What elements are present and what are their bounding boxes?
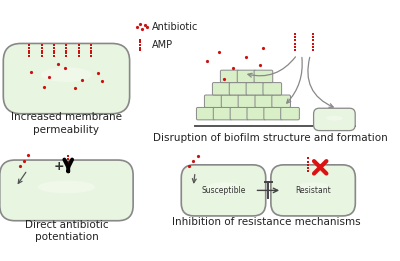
FancyBboxPatch shape [247,108,266,120]
Text: Increased membrane
permeability: Increased membrane permeability [11,112,122,135]
FancyBboxPatch shape [246,82,265,95]
FancyBboxPatch shape [196,108,215,120]
FancyArrowPatch shape [18,172,26,183]
Ellipse shape [326,116,343,121]
Ellipse shape [41,67,92,82]
FancyBboxPatch shape [0,160,133,221]
FancyBboxPatch shape [264,108,282,120]
FancyBboxPatch shape [272,95,290,108]
FancyBboxPatch shape [229,82,248,95]
FancyArrowPatch shape [248,57,296,77]
Text: Inhibition of resistance mechanisms: Inhibition of resistance mechanisms [172,217,360,227]
FancyBboxPatch shape [255,95,274,108]
FancyBboxPatch shape [254,70,273,82]
FancyArrowPatch shape [192,175,196,183]
Text: +: + [54,160,65,173]
Text: Antibiotic: Antibiotic [152,22,198,32]
FancyBboxPatch shape [220,70,239,82]
FancyBboxPatch shape [204,95,223,108]
Text: Resistant: Resistant [295,186,331,195]
Text: Disruption of biofilm structure and formation: Disruption of biofilm structure and form… [153,133,388,143]
FancyBboxPatch shape [271,165,355,216]
Ellipse shape [38,181,95,193]
FancyArrowPatch shape [287,57,302,103]
FancyBboxPatch shape [238,95,257,108]
Ellipse shape [207,182,240,193]
FancyBboxPatch shape [230,108,249,120]
FancyBboxPatch shape [281,108,299,120]
FancyBboxPatch shape [212,82,231,95]
Text: Direct antibiotic
potentiation: Direct antibiotic potentiation [25,220,108,242]
FancyBboxPatch shape [221,95,240,108]
FancyBboxPatch shape [181,165,266,216]
FancyArrowPatch shape [308,57,333,107]
FancyBboxPatch shape [263,82,282,95]
FancyBboxPatch shape [237,70,256,82]
Text: Susceptible: Susceptible [201,186,246,195]
Ellipse shape [296,182,330,193]
FancyBboxPatch shape [314,108,355,130]
FancyBboxPatch shape [213,108,232,120]
FancyBboxPatch shape [3,44,130,114]
Text: AMP: AMP [152,40,173,50]
